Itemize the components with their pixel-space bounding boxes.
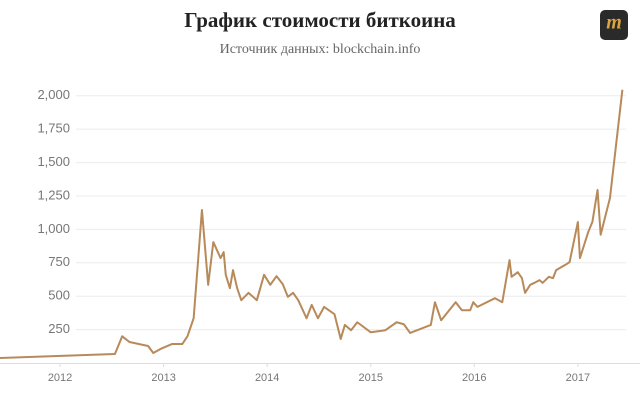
x-tick-label: 2014 xyxy=(255,372,279,384)
x-tick-label: 2013 xyxy=(151,372,175,384)
chart-title: График стоимости биткоина xyxy=(184,8,456,32)
logo: m xyxy=(606,12,622,34)
x-tick-label: 2015 xyxy=(359,372,383,384)
y-tick-label: 2,000 xyxy=(37,87,70,102)
y-tick-label: 1,750 xyxy=(37,121,70,136)
y-tick-label: 1,500 xyxy=(37,154,70,169)
x-tick-label: 2012 xyxy=(48,372,72,384)
y-tick-label: 1,000 xyxy=(37,221,70,236)
y-tick-label: 1,250 xyxy=(37,187,70,202)
price-line xyxy=(0,89,624,360)
y-tick-label: 500 xyxy=(48,288,70,303)
y-tick-label: 750 xyxy=(48,254,70,269)
logo-badge xyxy=(600,10,628,40)
y-tick-label: 250 xyxy=(48,321,70,336)
chart-subtitle: Источник данных: blockchain.info xyxy=(220,42,421,57)
x-tick-label: 2016 xyxy=(462,372,486,384)
x-tick-label: 2017 xyxy=(566,372,590,384)
